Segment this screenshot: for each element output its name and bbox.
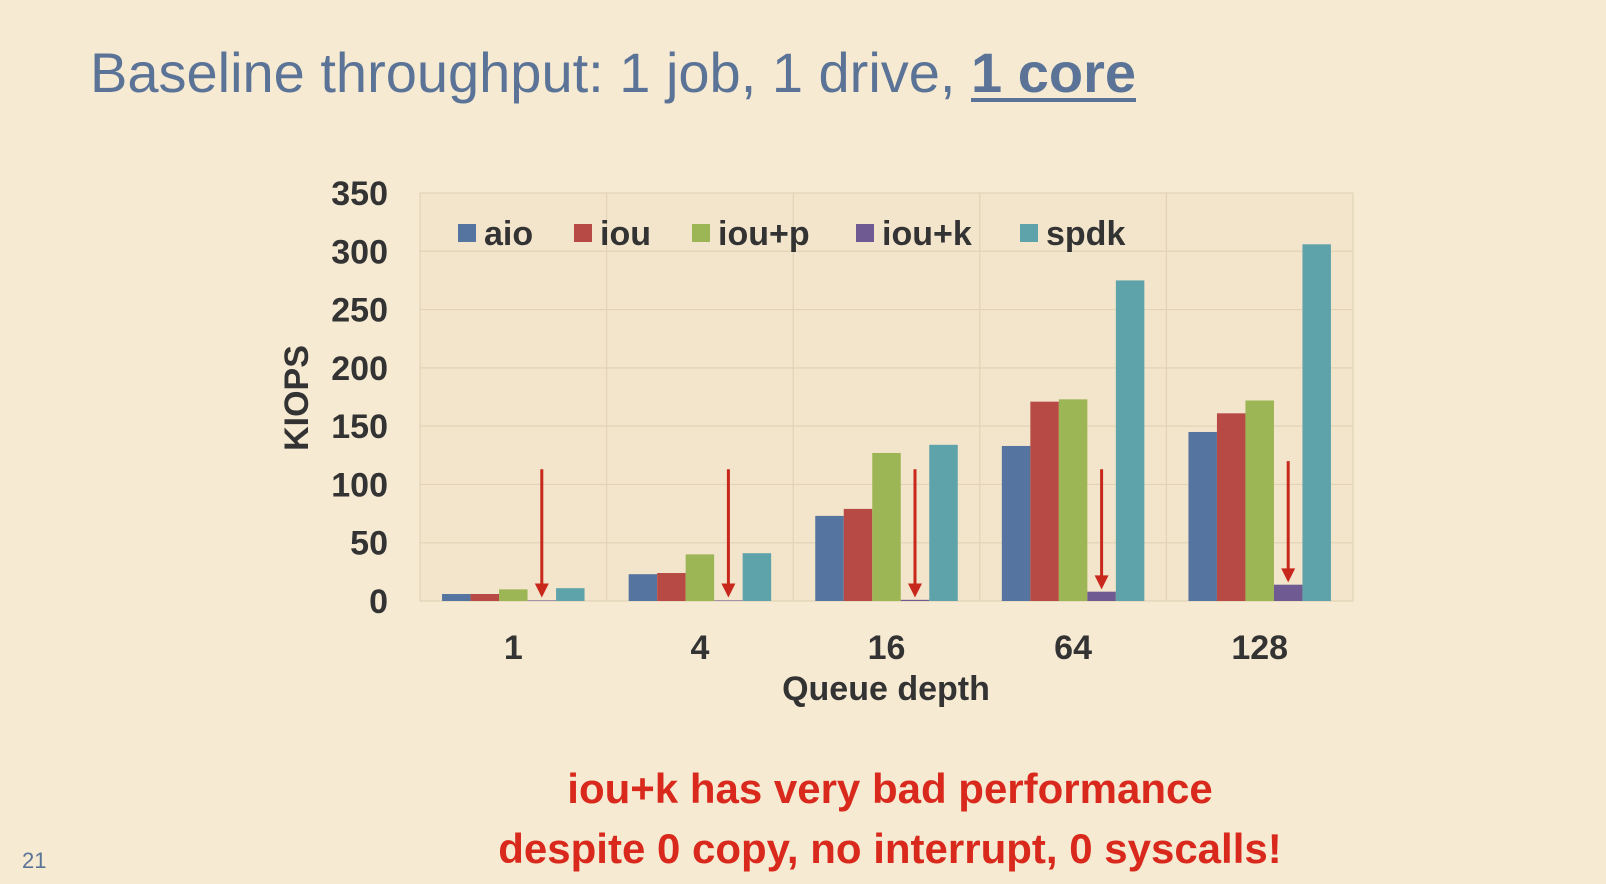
legend-swatch: [692, 224, 710, 242]
bar-iou-plus-p-16: [872, 452, 901, 601]
bar-aio-4: [628, 574, 658, 601]
down-arrow-annotation: [534, 469, 549, 598]
legend-label: iou+p: [718, 215, 810, 253]
legend-swatch: [574, 224, 592, 242]
bar-iou-plus-p-1: [499, 589, 528, 601]
bar-spdk-64: [1115, 280, 1145, 601]
y-tick-label: 200: [331, 350, 388, 388]
slide-title: Baseline throughput: 1 job, 1 drive, 1 c…: [90, 40, 1136, 105]
chart-bars: [442, 244, 1331, 601]
x-tick-label: 16: [868, 629, 906, 667]
bar-iou-plus-p-128: [1245, 400, 1274, 601]
down-arrow-annotation: [1281, 461, 1296, 583]
legend-label: iou+k: [882, 215, 972, 253]
bar-spdk-16: [929, 444, 958, 601]
y-tick-label: 100: [331, 466, 388, 504]
y-axis-label: KIOPS: [278, 345, 316, 451]
slide-number: 21: [22, 848, 47, 873]
bar-iou-64: [1030, 401, 1059, 601]
x-axis-ticks: 1 4 16 64 128: [504, 629, 1288, 667]
bar-aio-128: [1188, 431, 1217, 601]
chart-arrows: [534, 461, 1296, 598]
bar-iou-plus-k-1: [527, 600, 557, 601]
legend-item-iou: iou: [574, 215, 651, 253]
bar-iou-16: [843, 508, 873, 601]
down-arrow-annotation: [721, 469, 736, 598]
x-tick-label: 128: [1231, 629, 1288, 667]
chart-legend: aio iou iou+p iou+k spdk: [458, 215, 1125, 253]
legend-label: spdk: [1046, 215, 1125, 253]
bar-iou-plus-p-4: [685, 554, 715, 601]
legend-label: aio: [484, 215, 533, 253]
legend-item-iou-plus-k: iou+k: [856, 215, 972, 253]
y-tick-label: 150: [331, 408, 388, 446]
bar-spdk-1: [556, 588, 585, 601]
bar-aio-1: [442, 594, 471, 601]
x-axis-label: Queue depth: [782, 670, 990, 708]
down-arrow-annotation: [908, 469, 922, 598]
y-tick-label: 50: [350, 525, 388, 563]
bar-aio-64: [1001, 445, 1031, 601]
note-line-2: despite 0 copy, no interrupt, 0 syscalls…: [498, 825, 1282, 872]
down-arrow-annotation: [1094, 469, 1109, 590]
bar-iou-plus-k-128: [1273, 584, 1303, 601]
legend-swatch: [856, 224, 874, 242]
bar-iou-128: [1216, 413, 1246, 601]
note-line-1: iou+k has very bad performance: [567, 765, 1213, 812]
bar-iou-plus-k-4: [714, 600, 743, 601]
bar-spdk-4: [742, 553, 772, 601]
y-tick-label: 350: [331, 175, 388, 213]
legend-item-aio: aio: [458, 215, 533, 253]
slide-title-prefix: Baseline throughput: 1 job, 1 drive,: [90, 41, 972, 104]
bar-aio-16: [815, 515, 844, 601]
bar-iou-plus-k-16: [900, 599, 930, 601]
legend-label: iou: [600, 215, 651, 253]
y-tick-label: 300: [331, 233, 388, 271]
bar-iou-plus-p-64: [1058, 399, 1088, 601]
slide-title-emphasis: 1 core: [971, 41, 1137, 104]
bar-iou-1: [470, 594, 500, 601]
legend-item-iou-plus-p: iou+p: [692, 215, 810, 253]
legend-swatch: [1020, 224, 1038, 242]
legend-swatch: [458, 224, 476, 242]
bar-iou-plus-k-64: [1087, 591, 1116, 601]
y-tick-label: 0: [369, 583, 388, 621]
bar-iou-4: [657, 573, 686, 601]
x-tick-label: 1: [504, 629, 523, 667]
legend-item-spdk: spdk: [1020, 215, 1125, 253]
y-axis-ticks: 0 50 100 150 200 250 300 350: [331, 175, 388, 621]
y-tick-label: 250: [331, 292, 388, 330]
x-tick-label: 64: [1054, 629, 1092, 667]
bar-spdk-128: [1302, 244, 1331, 601]
x-tick-label: 4: [690, 629, 709, 667]
